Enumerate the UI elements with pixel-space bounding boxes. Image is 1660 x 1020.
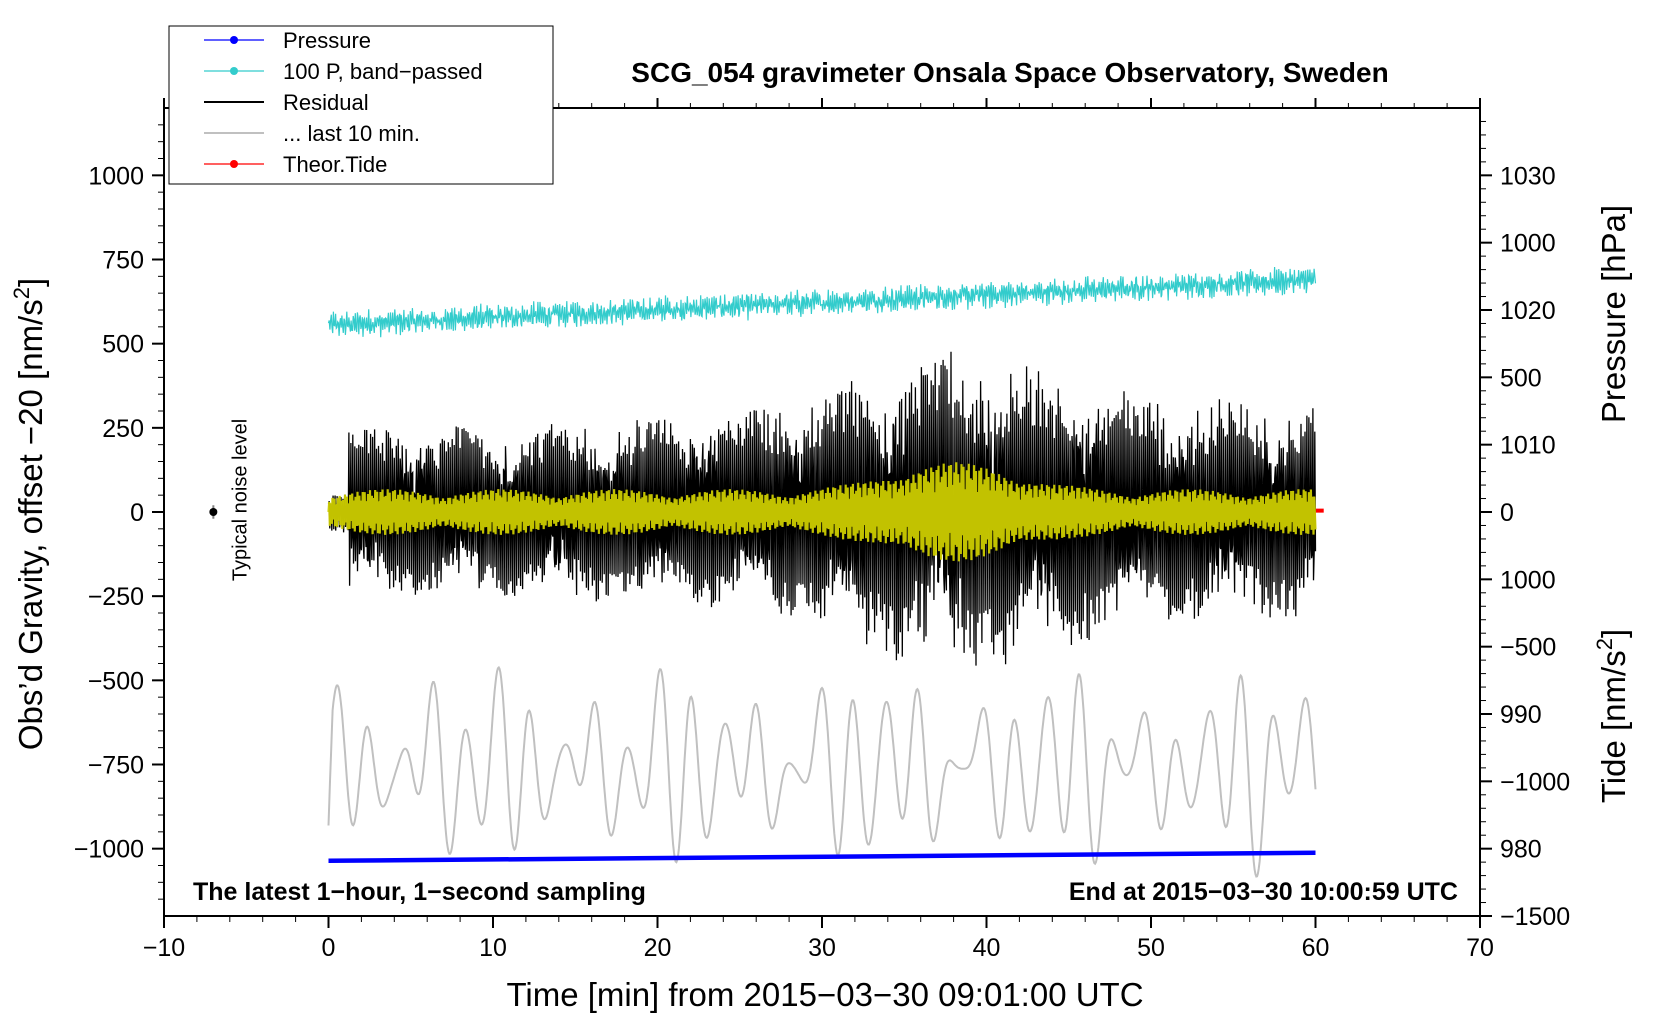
y-tick-label-left: 500 — [102, 331, 144, 359]
y-axis-label-tide-sup: 2 — [1592, 638, 1617, 650]
y-tick-label-tide: −500 — [1500, 634, 1556, 662]
x-tick-label: 40 — [973, 934, 1001, 962]
y-tick-label-left: 1000 — [88, 162, 144, 190]
y-tick-label-tide: −1000 — [1500, 768, 1570, 796]
legend-marker — [230, 36, 238, 44]
legend-label: ... last 10 min. — [283, 121, 420, 146]
noise-point — [209, 508, 218, 516]
legend-marker — [230, 67, 238, 75]
legend-items: Pressure 100 P, band−passed Residual ... la… — [204, 28, 483, 177]
y-tick-label-tide: 0 — [1500, 499, 1514, 527]
axis-ticks: −10 0 10 20 30 40 50 60 7010007505002500−250−500… — [74, 98, 1570, 962]
legend-label: Residual — [283, 90, 369, 115]
y-axis-label-left-tail: ] — [12, 278, 49, 287]
legend-label: Theor.Tide — [283, 152, 387, 177]
series-residual-filtered — [327, 462, 1317, 562]
series-layer — [327, 266, 1324, 878]
chart-title: SCG_054 gravimeter Onsala Space Observat… — [631, 57, 1388, 88]
x-tick-label: 70 — [1466, 934, 1494, 962]
y-axis-label-tide: Tide [nm/s2] — [1592, 629, 1632, 803]
y-axis-label-left: Obs’d Gravity, offset −20 [nm/s2] — [9, 278, 49, 750]
y-tick-label-left: −1000 — [74, 836, 144, 864]
y-tick-label-left: −250 — [88, 583, 144, 611]
y-tick-label-tide: 1000 — [1500, 230, 1556, 258]
y-tick-label-pressure: 1000 — [1500, 566, 1556, 594]
series-residual — [327, 351, 1317, 666]
y-tick-label-tide: 500 — [1500, 364, 1542, 392]
y-axis-label-tide-tail: ] — [1595, 629, 1632, 638]
legend-marker — [230, 160, 238, 168]
x-tick-label: 20 — [644, 934, 672, 962]
x-tick-label: 60 — [1302, 934, 1330, 962]
legend-label: Pressure — [283, 28, 371, 53]
y-tick-label-pressure: 1030 — [1500, 162, 1556, 190]
footer-right: End at 2015−03−30 10:00:59 UTC — [1069, 878, 1458, 906]
y-tick-label-pressure: 1020 — [1500, 297, 1556, 325]
y-tick-label-left: −750 — [88, 752, 144, 780]
x-tick-label: 50 — [1137, 934, 1165, 962]
legend-label: 100 P, band−passed — [283, 59, 483, 84]
footer-left: The latest 1−hour, 1−second sampling — [193, 878, 646, 906]
legend-box — [168, 25, 554, 185]
x-axis-label: Time [min] from 2015−03−30 09:01:00 UTC — [506, 976, 1143, 1013]
y-axis-label-left-main: Obs’d Gravity, offset −20 [nm/s — [12, 299, 49, 750]
y-tick-label-left: 750 — [102, 247, 144, 275]
series-last-10-min — [327, 665, 1317, 878]
noise-label: Typical noise level — [229, 419, 251, 581]
y-tick-label-tide: −1500 — [1500, 903, 1570, 931]
y-tick-label-pressure: 990 — [1500, 701, 1542, 729]
y-tick-label-pressure: 980 — [1500, 836, 1542, 864]
y-tick-label-left: 0 — [130, 499, 144, 527]
y-tick-label-left: 250 — [102, 415, 144, 443]
y-tick-label-left: −500 — [88, 667, 144, 695]
y-axis-label-tide-main: Tide [nm/s — [1595, 650, 1632, 803]
y-axis-label-pressure: Pressure [hPa] — [1595, 205, 1632, 423]
x-tick-label: 30 — [808, 934, 836, 962]
x-tick-label: −10 — [143, 934, 185, 962]
y-axis-label-left-sup: 2 — [9, 287, 34, 299]
y-tick-label-pressure: 1010 — [1500, 432, 1556, 460]
x-tick-label: 10 — [479, 934, 507, 962]
series-pressure — [328, 850, 1316, 864]
noise-marker — [209, 505, 218, 519]
legend: Pressure 100 P, band−passed Residual ... la… — [168, 25, 554, 185]
x-tick-label: 0 — [322, 934, 336, 962]
series-pressure-bandpassed — [327, 266, 1317, 338]
